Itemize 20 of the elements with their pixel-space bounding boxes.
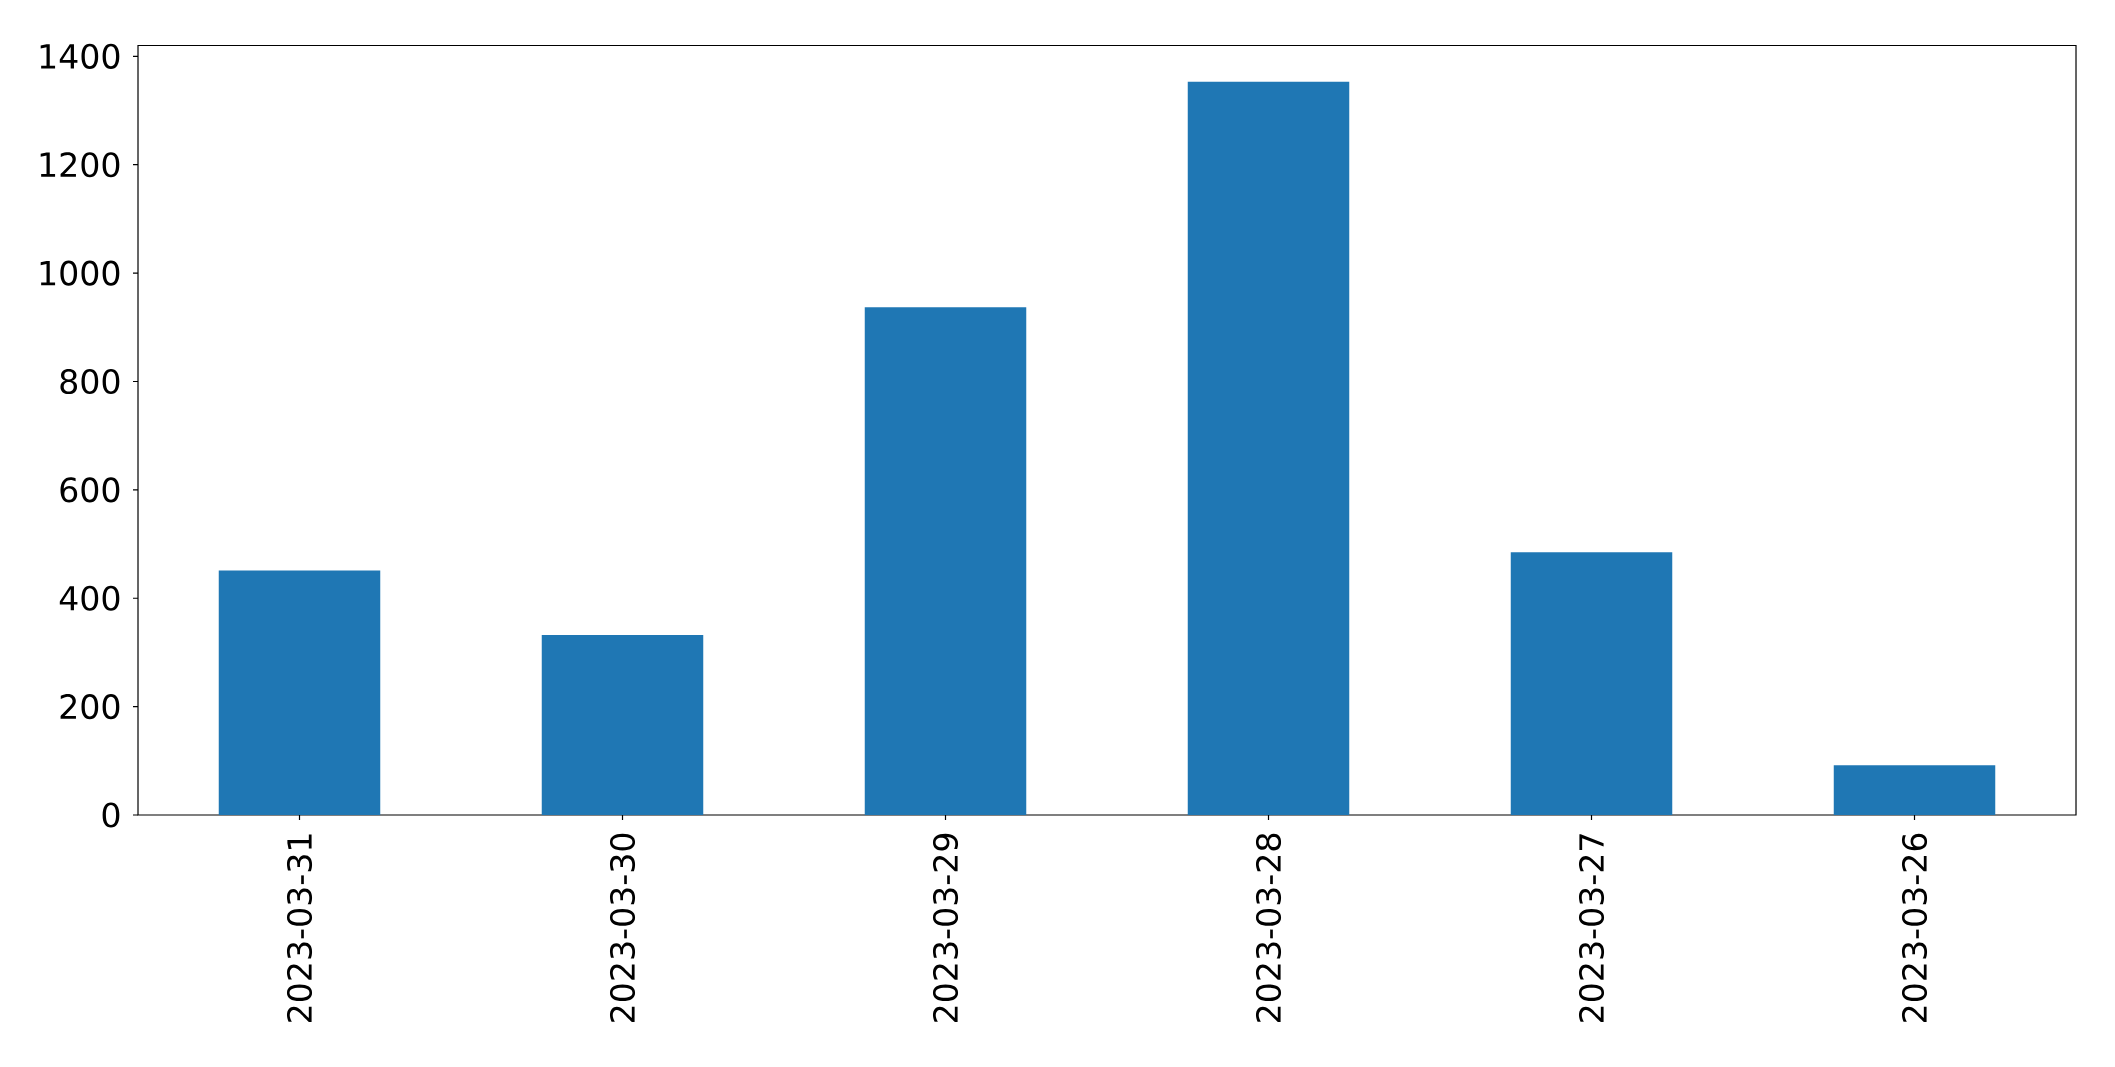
y-tick-label: 0 [102,802,120,828]
y-tick-label: 600 [60,477,120,503]
bar [864,307,1027,815]
bar [1187,81,1350,815]
y-tick-label: 1400 [40,43,120,69]
bar [218,570,381,815]
x-tick-label: 2023-03-30 [609,833,636,1022]
x-tick-label: 2023-03-28 [1255,833,1282,1022]
y-tick-label: 200 [60,694,120,720]
y-tick-label: 1200 [40,152,120,178]
bar [1510,552,1673,815]
x-tick-label: 2023-03-26 [1901,833,1928,1022]
y-tick-label: 400 [59,585,120,611]
bar [541,635,704,815]
bar [1833,765,1996,815]
x-tick-label: 2023-03-27 [1578,834,1605,1022]
y-tick-label: 800 [60,368,120,395]
y-tick-label: 1000 [40,260,120,286]
x-tick-label: 2023-03-29 [932,833,959,1022]
x-tick-label: 2023-03-31 [286,834,313,1022]
